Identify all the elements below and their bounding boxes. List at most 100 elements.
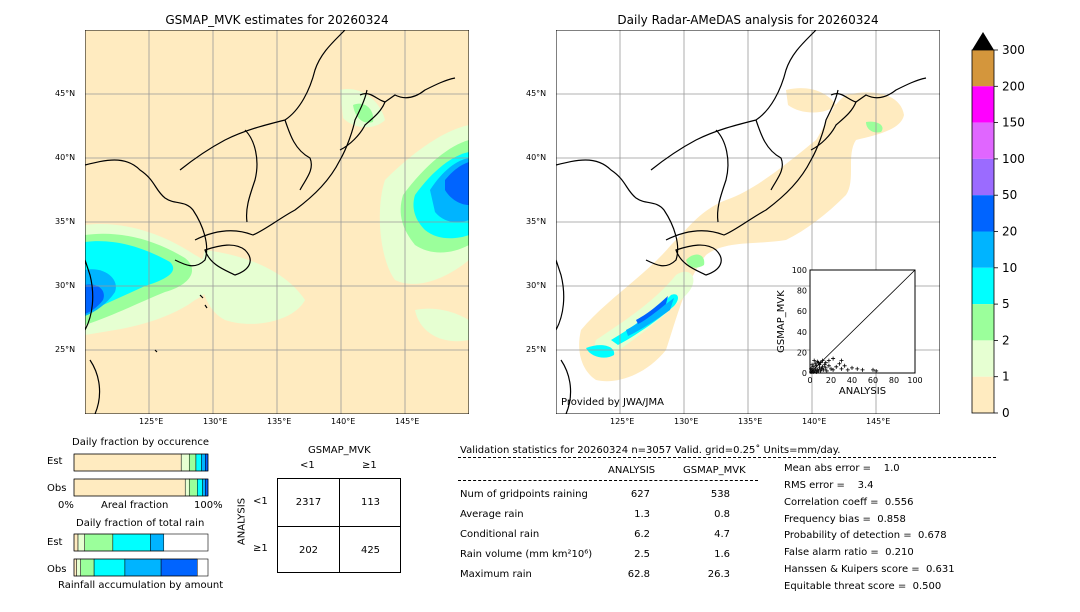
- colorbar-segment: [972, 195, 994, 232]
- contingency-col-header: ≥1: [362, 460, 377, 471]
- colorbar-tick-label: 150: [1002, 116, 1025, 130]
- total-rain-segment: [80, 558, 95, 577]
- contingency-row-header: <1: [253, 496, 268, 507]
- scatter-point: [837, 361, 842, 366]
- stat-gsmap: 0.8: [714, 509, 730, 520]
- colorbar-segment: [972, 50, 994, 87]
- scatter-x-tick: 20: [826, 376, 836, 385]
- right-map-grid: [556, 30, 940, 414]
- total-rain-segment-frame: [73, 558, 209, 577]
- total-rain-title: Daily fraction of total rain: [76, 518, 205, 529]
- scatter-point: [823, 360, 828, 365]
- score-line: False alarm ratio = 0.210: [784, 547, 914, 558]
- colorbar-extend-arrow: [972, 32, 994, 50]
- left-lat-label: 30°N: [55, 281, 76, 290]
- contingency-col-header: <1: [300, 460, 315, 471]
- colorbar-tick-label: 1: [1002, 370, 1010, 384]
- occurrence-row-label: Obs: [47, 483, 67, 494]
- scatter-y-tick: 20: [797, 348, 807, 357]
- occurrence-segment: [180, 453, 190, 472]
- right-lon-label: 130°E: [674, 417, 699, 426]
- scatter-point: [822, 362, 827, 367]
- scatter-x-tick: 40: [847, 376, 857, 385]
- total-rain-bars: [73, 533, 209, 577]
- scatter-x-tick: 60: [868, 376, 878, 385]
- occurrence-segment-frame: [73, 478, 209, 497]
- scatter-point: [874, 368, 879, 373]
- scatter-point: [812, 368, 817, 373]
- total-rain-segment: [84, 533, 114, 552]
- scatter-xlabel: ANALYSIS: [839, 386, 886, 397]
- left-lat-label: 40°N: [55, 153, 76, 162]
- right-lat-label: 45°N: [526, 89, 547, 98]
- colorbar-segment: [972, 86, 994, 123]
- occurrence-segment: [197, 478, 203, 497]
- scatter-y-tick: 40: [797, 328, 807, 337]
- scatter-ylabel: GSMAP_MVK: [776, 290, 787, 353]
- score-line: Mean abs error = 1.0: [784, 463, 900, 474]
- total-rain-segment: [76, 558, 81, 577]
- colorbar-segment: [972, 122, 994, 159]
- stat-analysis: 62.8: [627, 569, 650, 580]
- scatter-point: [817, 362, 822, 367]
- colorbar-segment: [972, 231, 994, 268]
- right-lon-label: 135°E: [738, 417, 763, 426]
- diagonal-line: [809, 269, 916, 374]
- stat-gsmap: 1.6: [714, 549, 730, 560]
- left-map-grid: [85, 30, 469, 414]
- stat-label: Maximum rain: [460, 569, 532, 580]
- total-rain-segment: [150, 533, 165, 552]
- left-map-rain-field: [85, 89, 469, 342]
- scatter-point: [820, 364, 825, 369]
- scatter-point: [834, 364, 839, 369]
- score-line: Probability of detection = 0.678: [784, 530, 947, 541]
- left-lon-label: 140°E: [331, 417, 356, 426]
- right-lat-label: 35°N: [526, 217, 547, 226]
- contingency-divider-v: [339, 479, 340, 572]
- scatter-x-tick: 0: [807, 376, 812, 385]
- scatter-y-tick: 80: [797, 287, 807, 296]
- scatter-y-tick: 0: [802, 369, 807, 378]
- stat-analysis: 2.5: [634, 549, 650, 560]
- total-rain-segment: [124, 558, 162, 577]
- total-rain-segment: [73, 533, 79, 552]
- total-rain-segment-frame: [73, 533, 209, 552]
- occurrence-segment: [188, 478, 198, 497]
- occurrence-segment: [205, 453, 209, 472]
- occurrence-bars: [73, 453, 209, 497]
- scatter-point: [811, 364, 816, 369]
- right-map-rain-field: [579, 88, 904, 382]
- data-credit: Provided by JWA/JMA: [561, 397, 664, 408]
- colorbar-tick-label: 300: [1002, 43, 1025, 57]
- scatter-point: [814, 363, 819, 368]
- scatter-point: [826, 358, 831, 363]
- colorbar-tick-label: 10: [1002, 261, 1017, 275]
- contingency-row-axis-label: ANALYSIS: [236, 497, 248, 546]
- scatter-point: [871, 367, 875, 372]
- right-lon-label: 145°E: [866, 417, 891, 426]
- colorbar-segment: [972, 158, 994, 196]
- stat-label: Num of gridpoints raining: [460, 489, 588, 500]
- left-map-title: GSMAP_MVK estimates for 20260324: [165, 13, 389, 27]
- colorbar-segment: [972, 376, 994, 413]
- contingency-title: GSMAP_MVK: [308, 445, 371, 456]
- scatter-point: [855, 366, 860, 371]
- total-rain-segment: [77, 533, 85, 552]
- occurrence-segment: [201, 453, 206, 472]
- validation-col-header: ANALYSIS: [608, 465, 656, 476]
- scatter-point: [810, 362, 815, 367]
- scatter-point: [829, 366, 833, 371]
- validation-col-header: GSMAP_MVK: [683, 465, 746, 476]
- scatter-point: [839, 366, 844, 371]
- colorbar-tick-label: 200: [1002, 79, 1025, 93]
- left-map-coastline: [85, 30, 456, 414]
- stat-label: Average rain: [460, 509, 524, 520]
- validation-header-rule: [458, 480, 758, 481]
- scatter-point: [812, 358, 817, 363]
- scatter-point: [819, 366, 824, 371]
- left-map: [85, 30, 469, 414]
- occurrence-segment: [202, 478, 206, 497]
- stat-analysis: 1.3: [634, 509, 650, 520]
- colorbar-segment: [972, 267, 994, 305]
- occurrence-row-label: Est: [47, 456, 63, 467]
